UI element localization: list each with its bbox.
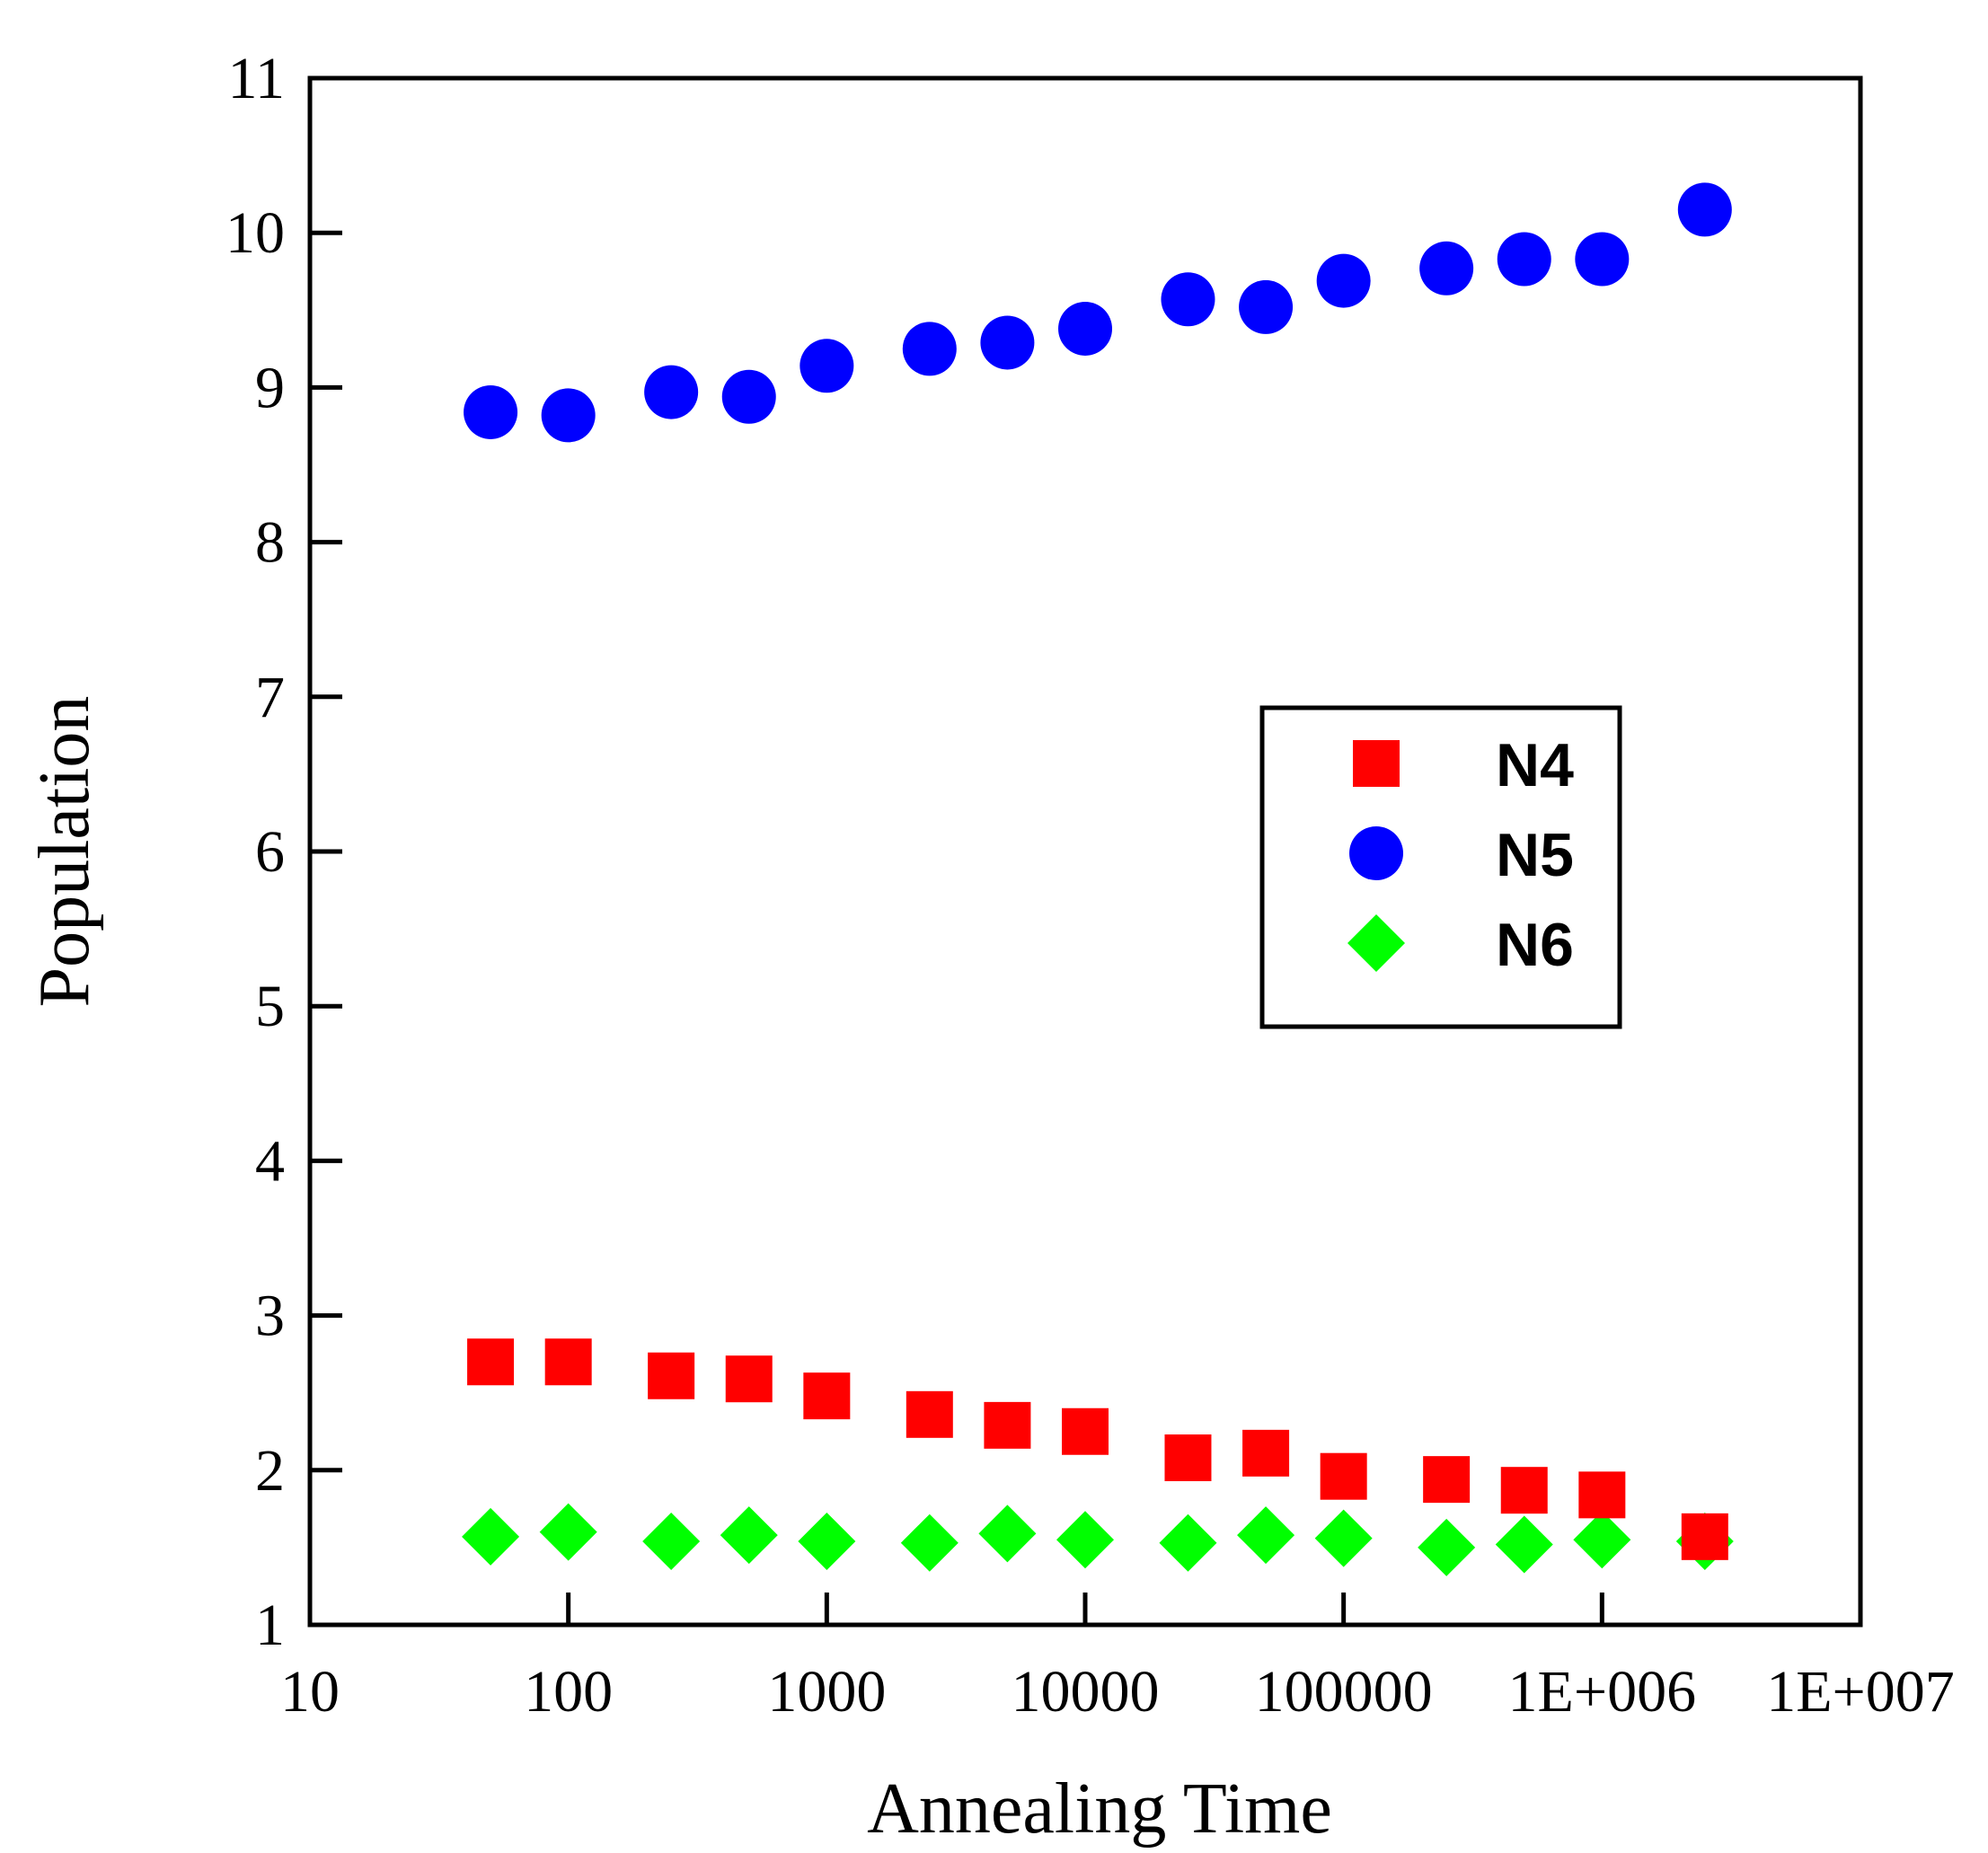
legend-marker-n5	[1349, 826, 1403, 880]
point-n5	[541, 388, 596, 443]
point-n5	[1497, 232, 1551, 287]
x-tick-label: 1E+006	[1508, 1659, 1697, 1725]
y-tick-label: 2	[255, 1438, 285, 1504]
y-tick-label: 1	[255, 1593, 285, 1658]
point-n5	[800, 339, 854, 393]
point-n6	[1573, 1511, 1631, 1569]
point-n5	[1419, 241, 1474, 296]
y-tick-label: 10	[225, 200, 285, 266]
y-tick-label: 8	[255, 510, 285, 576]
y-tick-label: 9	[255, 355, 285, 420]
point-n4	[984, 1401, 1031, 1449]
point-n4	[1681, 1513, 1728, 1560]
legend-label-n6: N6	[1496, 911, 1574, 979]
x-tick-label: 100	[524, 1659, 613, 1725]
y-axis-title: Population	[25, 696, 104, 1008]
point-n4	[803, 1372, 851, 1420]
point-n6	[462, 1507, 520, 1566]
point-n4	[1320, 1452, 1367, 1500]
point-n5	[1677, 182, 1732, 237]
x-tick-label: 10	[280, 1659, 340, 1725]
y-tick-label: 11	[227, 46, 285, 111]
point-n6	[1418, 1518, 1476, 1576]
point-n6	[1237, 1506, 1295, 1565]
legend-label-n4: N4	[1496, 731, 1574, 799]
point-n4	[725, 1355, 773, 1403]
y-tick-label: 4	[255, 1128, 285, 1194]
x-axis-title: Annealing Time	[867, 1769, 1332, 1849]
point-n5	[980, 315, 1035, 370]
x-tick-label: 1E+007	[1766, 1659, 1955, 1725]
point-n6	[1314, 1509, 1373, 1567]
point-n5	[1575, 232, 1630, 287]
point-n6	[720, 1506, 778, 1565]
y-tick-label: 5	[255, 974, 285, 1039]
y-axis-ticks: 1 2 3 4 5 6 7 8 9 10 11	[225, 46, 342, 1658]
point-n6	[642, 1513, 701, 1571]
data-markers	[462, 182, 1734, 1576]
point-n5	[721, 369, 776, 424]
x-tick-label: 100000	[1255, 1659, 1433, 1725]
point-n4	[1423, 1456, 1471, 1504]
point-n6	[539, 1503, 597, 1561]
legend-entry-n6: N6	[1347, 911, 1574, 979]
point-n5	[1316, 253, 1371, 308]
point-n4	[544, 1338, 592, 1386]
series-n5	[464, 182, 1732, 443]
point-n6	[1056, 1511, 1114, 1569]
point-n5	[902, 322, 957, 376]
point-n5	[644, 365, 699, 419]
y-tick-label: 6	[255, 819, 285, 885]
point-n6	[1495, 1515, 1553, 1574]
legend-box	[1259, 705, 1622, 1029]
point-n4	[906, 1390, 953, 1438]
legend-entry-n5: N5	[1349, 821, 1574, 889]
point-n4	[1164, 1434, 1212, 1482]
x-axis-ticks: 10 100 1000 10000 100000 1E+006 1E+007	[280, 1593, 1955, 1725]
x-tick-label: 1000	[767, 1659, 886, 1725]
x-tick-label: 10000	[1012, 1659, 1160, 1725]
legend-marker-n6	[1347, 914, 1405, 972]
point-n4	[1242, 1429, 1290, 1477]
point-n6	[978, 1504, 1037, 1563]
point-n5	[464, 384, 518, 439]
point-n4	[648, 1352, 695, 1399]
legend-marker-n4	[1353, 740, 1400, 787]
point-n4	[1500, 1467, 1548, 1514]
legend-label-n5: N5	[1496, 821, 1574, 889]
point-n6	[798, 1513, 856, 1571]
series-n4	[467, 1338, 1728, 1560]
y-tick-label: 3	[255, 1284, 285, 1349]
point-n5	[1161, 272, 1215, 327]
point-n4	[1062, 1407, 1109, 1455]
point-n5	[1239, 279, 1294, 334]
point-n4	[1578, 1471, 1626, 1519]
point-n6	[900, 1513, 959, 1572]
legend-entry-n4: N4	[1353, 731, 1574, 799]
series-n6	[462, 1503, 1734, 1576]
y-tick-label: 7	[255, 665, 285, 730]
point-n4	[467, 1338, 515, 1386]
legend: N4 N5 N6	[1259, 705, 1622, 1029]
point-n5	[1058, 301, 1112, 356]
point-n6	[1159, 1513, 1217, 1572]
